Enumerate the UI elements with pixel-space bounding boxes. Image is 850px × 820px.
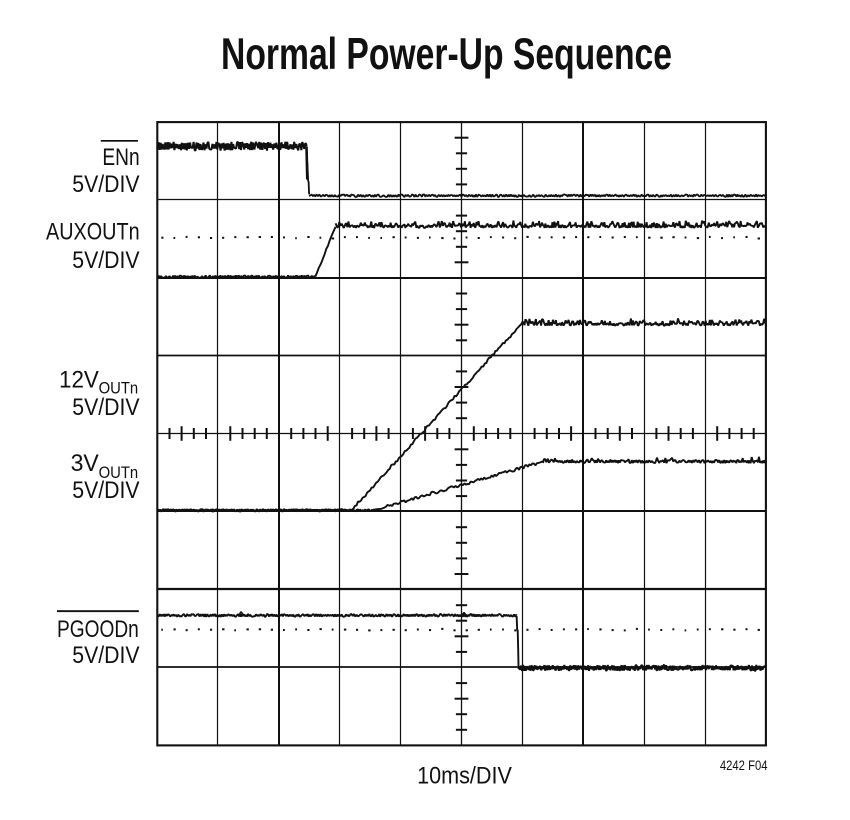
- svg-text:OUTn: OUTn: [99, 379, 139, 398]
- svg-text:3V: 3V: [71, 450, 99, 477]
- svg-text:OUTn: OUTn: [99, 463, 139, 482]
- svg-text:10ms/DIV: 10ms/DIV: [417, 762, 512, 789]
- svg-text:Normal Power-Up Sequence: Normal Power-Up Sequence: [221, 30, 672, 79]
- svg-text:5V/DIV: 5V/DIV: [72, 247, 139, 274]
- svg-text:5V/DIV: 5V/DIV: [72, 642, 139, 669]
- svg-text:5V/DIV: 5V/DIV: [72, 477, 139, 504]
- svg-text:4242 F04: 4242 F04: [720, 758, 768, 773]
- svg-text:PGOODn: PGOODn: [57, 616, 139, 643]
- svg-text:12V: 12V: [59, 366, 99, 393]
- svg-text:ENn: ENn: [102, 144, 139, 171]
- svg-text:AUXOUTn: AUXOUTn: [46, 218, 140, 245]
- svg-text:5V/DIV: 5V/DIV: [72, 394, 139, 421]
- svg-text:5V/DIV: 5V/DIV: [72, 171, 139, 198]
